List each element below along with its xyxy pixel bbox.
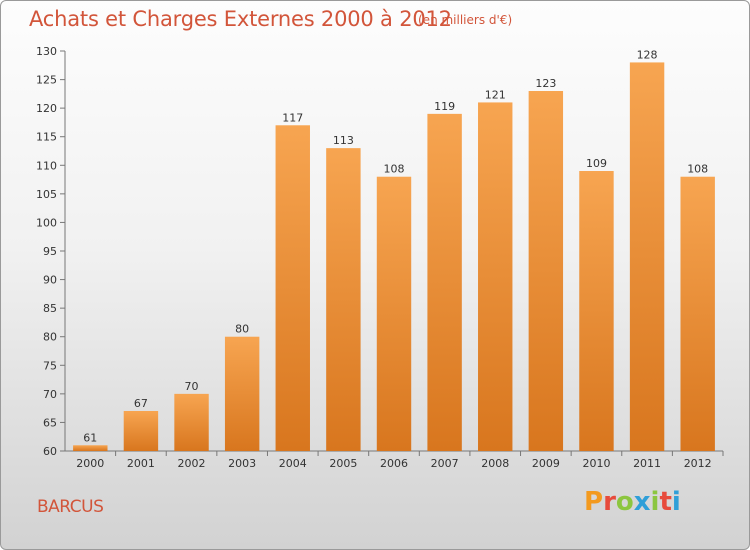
x-tick-label: 2001 [127,457,155,470]
y-tick-label: 60 [43,445,57,458]
chart-unit: (en milliers d'€) [418,13,513,27]
bar-value-label: 128 [637,48,658,61]
bar-value-label: 80 [235,323,249,336]
y-tick-label: 105 [36,188,57,201]
y-tick-label: 95 [43,245,57,258]
y-tick-label: 125 [36,74,57,87]
chart-title: Achats et Charges Externes 2000 à 2012 [29,7,452,31]
bar [427,113,462,451]
x-tick-label: 2007 [431,457,459,470]
bar [629,62,665,452]
bar [528,91,564,451]
bar-value-label: 61 [83,431,97,444]
bar-value-label: 117 [282,111,303,124]
bar [478,102,513,451]
y-tick-label: 120 [36,102,57,115]
logo-letter: r [603,487,616,517]
bar [73,445,108,451]
bar [275,125,310,452]
x-tick-label: 2000 [76,457,104,470]
bar [174,393,209,451]
bar-value-label: 70 [185,380,199,393]
y-tick-label: 65 [43,416,57,429]
bar-value-label: 119 [434,100,455,113]
bar-value-label: 123 [535,77,556,90]
y-tick-label: 80 [43,331,57,344]
commune-name: BARCUS [37,497,104,517]
x-tick-label: 2012 [684,457,712,470]
y-tick-label: 70 [43,388,57,401]
x-tick-label: 2002 [178,457,206,470]
y-tick-label: 110 [36,159,57,172]
bar-value-label: 108 [687,163,708,176]
bar-value-label: 113 [333,134,354,147]
y-tick-label: 85 [43,302,57,315]
logo-letter: i [650,487,660,517]
y-tick-label: 130 [36,45,57,58]
y-tick-label: 75 [43,359,57,372]
x-tick-label: 2010 [582,457,610,470]
logo-letter: x [633,487,651,517]
x-tick-label: 2004 [279,457,307,470]
y-tick-label: 90 [43,274,57,287]
y-tick-label: 115 [36,131,57,144]
x-tick-label: 2008 [481,457,509,470]
bar [326,148,361,451]
y-tick-label: 100 [36,216,57,229]
bar-value-label: 108 [384,163,405,176]
bar-value-label: 67 [134,397,148,410]
logo-letter: t [659,487,672,517]
bar [376,176,412,451]
logo-letter: o [615,487,634,517]
logo-letter: i [671,487,681,517]
x-tick-label: 2006 [380,457,408,470]
bar [224,336,260,451]
x-tick-label: 2005 [329,457,357,470]
bar-value-label: 109 [586,157,607,170]
logo-letter: P [584,487,604,517]
proxiti-logo[interactable]: Proxiti [584,487,681,517]
bar-value-label: 121 [485,88,506,101]
bar [123,411,159,451]
x-tick-label: 2003 [228,457,256,470]
bar [680,176,715,451]
x-tick-label: 2011 [633,457,661,470]
bar [579,171,614,451]
x-tick-label: 2009 [532,457,560,470]
